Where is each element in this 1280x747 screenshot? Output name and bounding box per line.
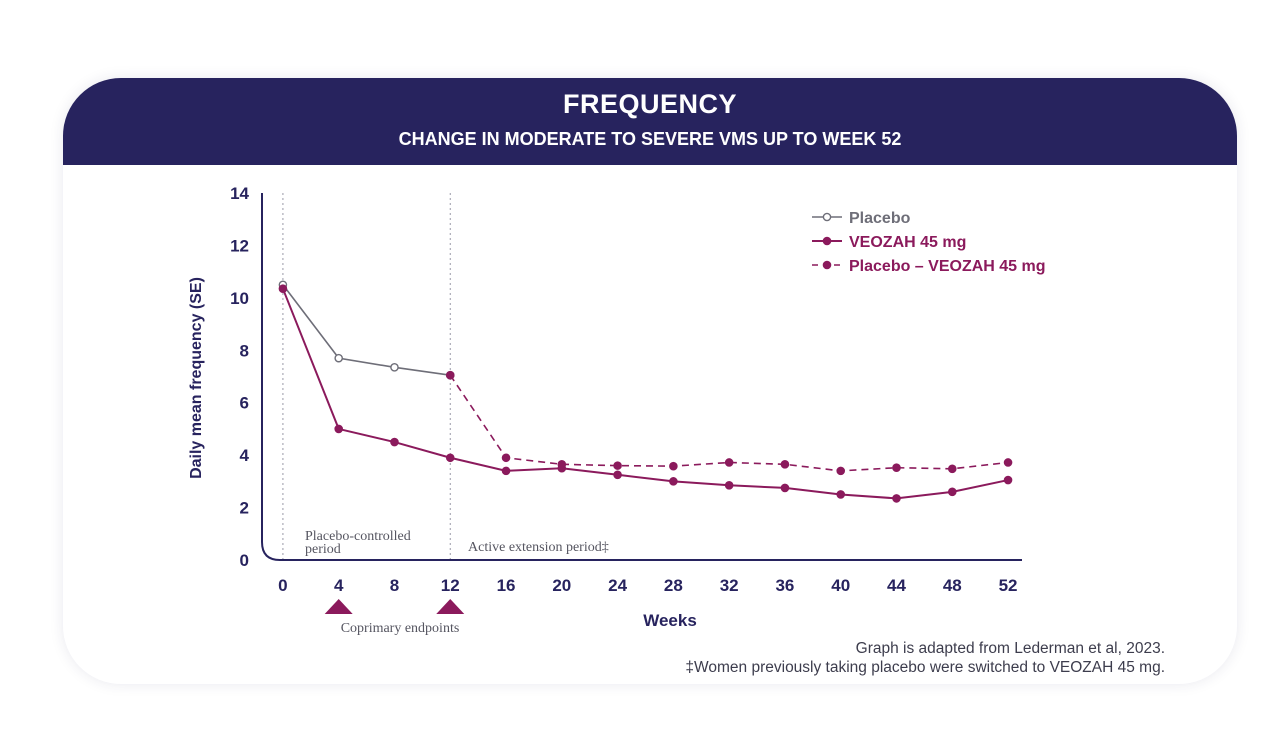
legend-marker <box>822 260 832 270</box>
data-point <box>613 461 622 470</box>
switch-footnote: ‡Women previously taking placebo were sw… <box>685 659 1165 676</box>
x-tick-label: 40 <box>831 576 850 595</box>
data-point <box>780 483 790 493</box>
placebo-period-label: period <box>305 542 341 557</box>
y-axis-title: Daily mean frequency (SE) <box>188 277 205 479</box>
legend-label: Placebo – VEOZAH 45 mg <box>849 258 1046 275</box>
series-line <box>281 288 1009 500</box>
data-point <box>501 453 511 463</box>
y-tick-label: 8 <box>240 341 249 360</box>
x-tick-label: 0 <box>278 576 287 595</box>
legend-marker <box>822 236 832 246</box>
x-tick-label: 52 <box>999 576 1018 595</box>
chart-subtitle: CHANGE IN MODERATE TO SEVERE VMS UP TO W… <box>398 129 902 149</box>
coprimary-endpoint-marker <box>324 599 353 614</box>
x-tick-label: 44 <box>887 576 906 595</box>
data-point <box>557 460 567 469</box>
data-point <box>724 458 734 467</box>
header-banner: FREQUENCY CHANGE IN MODERATE TO SEVERE V… <box>63 78 1237 165</box>
data-point <box>780 460 790 469</box>
data-point <box>278 284 288 293</box>
series-line <box>449 374 1009 472</box>
data-point <box>836 466 846 476</box>
data-point <box>724 480 734 490</box>
data-point <box>613 470 622 480</box>
x-tick-label: 32 <box>720 576 739 595</box>
data-point <box>669 477 678 486</box>
y-tick-label: 14 <box>230 184 249 203</box>
data-point <box>892 463 901 473</box>
data-point <box>445 370 455 380</box>
data-point <box>501 466 511 476</box>
data-point <box>836 490 846 499</box>
data-point <box>334 353 343 363</box>
x-axis-title: Weeks <box>643 611 697 630</box>
chart-title: FREQUENCY <box>562 89 737 119</box>
placebo-period-label: Placebo-controlled <box>305 529 411 544</box>
series-line <box>282 284 451 376</box>
data-point <box>1003 475 1013 485</box>
x-tick-label: 8 <box>390 576 399 595</box>
data-point <box>947 487 957 497</box>
data-point <box>669 461 678 471</box>
y-tick-label: 10 <box>230 289 249 308</box>
x-tick-label: 4 <box>334 576 344 595</box>
data-point <box>947 464 957 474</box>
data-point <box>445 453 455 463</box>
x-tick-label: 36 <box>775 576 794 595</box>
data-point <box>1003 458 1013 467</box>
y-tick-label: 0 <box>240 551 249 570</box>
data-point <box>390 363 399 372</box>
axis-line <box>261 193 1022 561</box>
x-tick-label: 48 <box>943 576 962 595</box>
data-point <box>892 494 901 503</box>
y-tick-label: 12 <box>230 236 249 255</box>
y-tick-label: 2 <box>240 499 249 518</box>
coprimary-endpoints-label: Coprimary endpoints <box>341 621 460 636</box>
x-tick-label: 24 <box>608 576 627 595</box>
y-tick-label: 4 <box>240 446 250 465</box>
source-footnote: Graph is adapted from Lederman et al, 20… <box>855 640 1165 657</box>
x-tick-label: 16 <box>497 576 516 595</box>
x-tick-label: 28 <box>664 576 683 595</box>
y-tick-label: 6 <box>240 394 249 413</box>
x-tick-label: 12 <box>441 576 460 595</box>
legend-label: VEOZAH 45 mg <box>849 234 966 251</box>
chart-card: FREQUENCY CHANGE IN MODERATE TO SEVERE V… <box>63 78 1237 684</box>
x-tick-label: 20 <box>552 576 571 595</box>
active-extension-label: Active extension period‡ <box>468 540 609 555</box>
data-point <box>390 437 399 447</box>
legend-marker <box>822 212 832 222</box>
coprimary-endpoint-marker <box>436 599 465 614</box>
legend-label: Placebo <box>849 210 911 227</box>
data-point <box>334 424 343 434</box>
